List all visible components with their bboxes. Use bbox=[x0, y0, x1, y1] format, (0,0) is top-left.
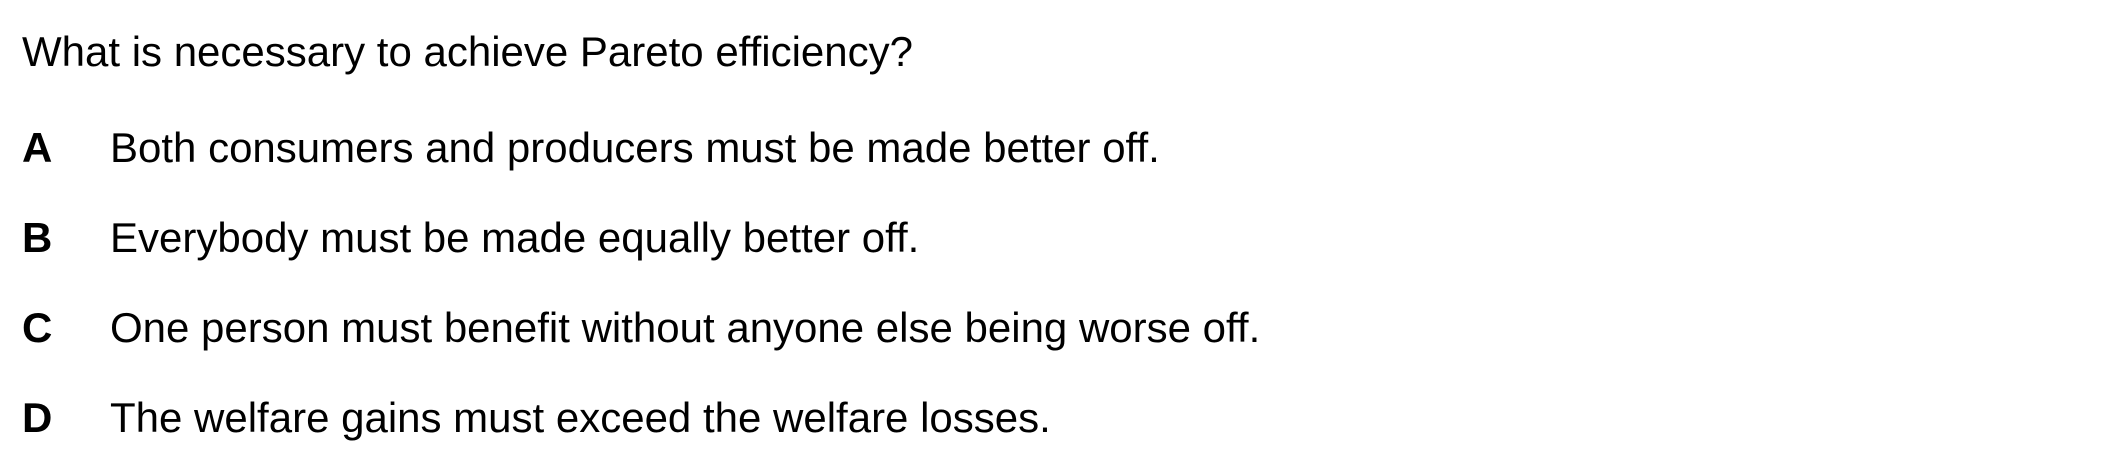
option-b: B Everybody must be made equally better … bbox=[22, 206, 2022, 270]
option-text: Both consumers and producers must be mad… bbox=[110, 124, 1160, 171]
option-d: D The welfare gains must exceed the welf… bbox=[22, 386, 2022, 450]
option-letter: D bbox=[22, 394, 53, 441]
question-text: What is necessary to achieve Pareto effi… bbox=[22, 28, 914, 75]
option-letter: C bbox=[22, 304, 53, 351]
option-text: One person must benefit without anyone e… bbox=[110, 304, 1261, 351]
option-letter: A bbox=[22, 124, 53, 171]
option-text: The welfare gains must exceed the welfar… bbox=[110, 394, 1051, 441]
option-a: A Both consumers and producers must be m… bbox=[22, 116, 2022, 180]
option-letter: B bbox=[22, 214, 53, 261]
option-c: C One person must benefit without anyone… bbox=[22, 296, 2022, 360]
option-text: Everybody must be made equally better of… bbox=[110, 214, 920, 261]
